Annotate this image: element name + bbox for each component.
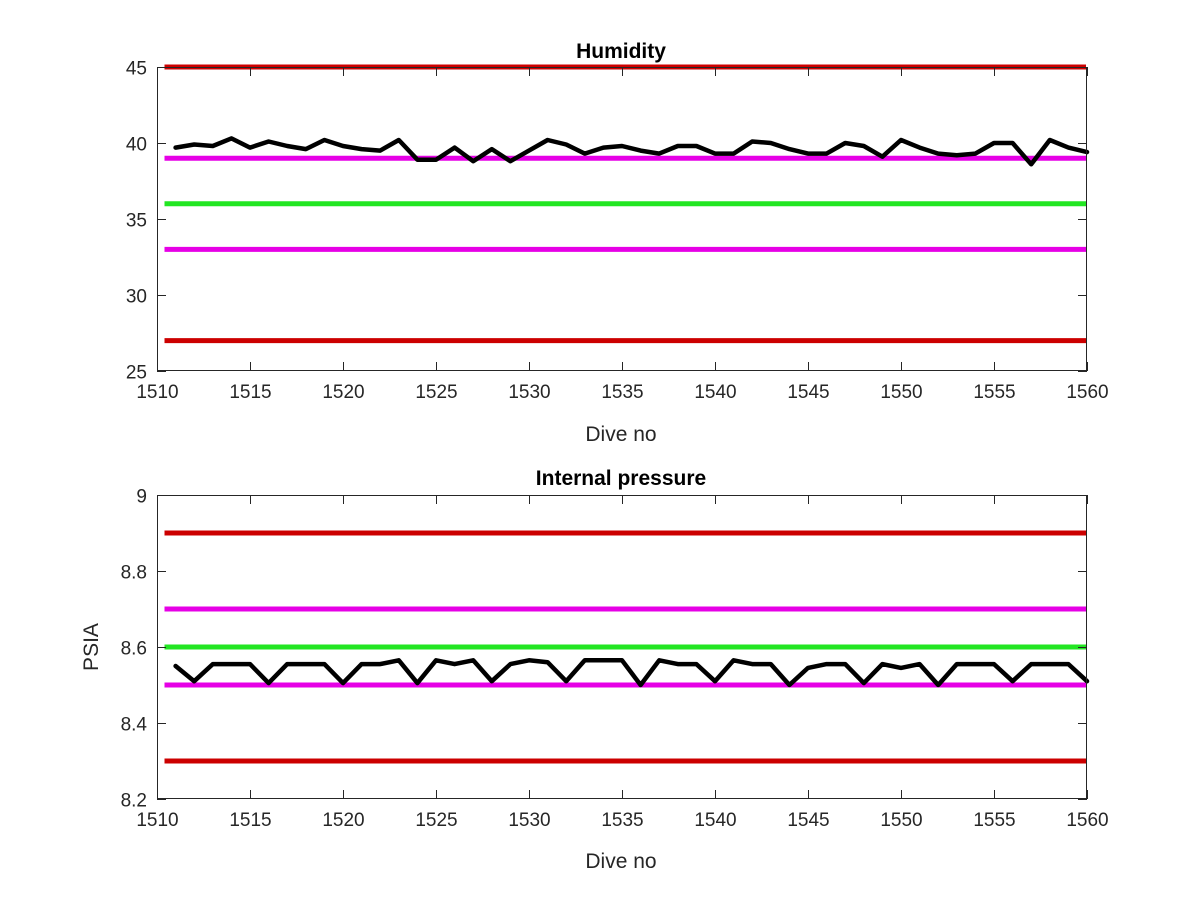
series-line-humidity-0 [173, 136, 1090, 167]
x-tick-label-internal-pressure-7: 1545 [787, 810, 829, 831]
reference-lines [164, 64, 1086, 344]
x-tick-label-humidity-4: 1530 [508, 382, 550, 403]
y-tick-label-internal-pressure-3: 8.8 [121, 563, 147, 584]
x-tick-label-humidity-3: 1525 [415, 382, 457, 403]
x-tick-label-internal-pressure-4: 1530 [508, 810, 550, 831]
axis-ticks: 1510 1515 1520 1525 1530 1535 1540 1545 1550 1555… [126, 59, 1109, 404]
x-tick-label-internal-pressure-3: 1525 [415, 810, 457, 831]
x-tick-label-internal-pressure-0: 1510 [136, 810, 178, 831]
x-tick-label-humidity-8: 1550 [880, 382, 922, 403]
x-tick-label-internal-pressure-5: 1535 [601, 810, 643, 831]
plot-area-frame-humidity [157, 67, 1087, 371]
x-axis-label-humidity: Dive no [585, 423, 656, 446]
x-tick-label-humidity-1: 1515 [229, 382, 271, 403]
x-tick-label-internal-pressure-2: 1520 [322, 810, 364, 831]
humidity-chart: Humidity Dive no 1510 1515 1520 1525 1530 153… [126, 40, 1109, 446]
data-series [173, 136, 1090, 167]
x-axis-label-internal-pressure: Dive no [585, 850, 656, 873]
y-tick-label-humidity-0: 25 [126, 363, 147, 384]
x-tick-label-humidity-0: 1510 [136, 382, 178, 403]
y-tick-label-humidity-1: 30 [126, 287, 147, 308]
y-tick-label-humidity-3: 40 [126, 135, 147, 156]
axis-ticks: 1510 1515 1520 1525 1530 1535 1540 1545 1550 1555… [121, 487, 1109, 832]
series-line-internal-pressure-0 [173, 658, 1090, 688]
y-tick-label-internal-pressure-0: 8.2 [121, 791, 147, 812]
x-tick-label-internal-pressure-6: 1540 [694, 810, 736, 831]
x-tick-label-humidity-5: 1535 [601, 382, 643, 403]
x-tick-label-internal-pressure-8: 1550 [880, 810, 922, 831]
x-tick-label-internal-pressure-9: 1555 [973, 810, 1015, 831]
x-tick-label-humidity-2: 1520 [322, 382, 364, 403]
x-tick-label-internal-pressure-10: 1560 [1066, 810, 1108, 831]
data-series [173, 658, 1090, 688]
y-tick-label-humidity-4: 45 [126, 59, 147, 80]
internal-pressure-chart: Internal pressure Dive no PSIA 1510 1515 1… [80, 467, 1109, 873]
x-tick-label-internal-pressure-1: 1515 [229, 810, 271, 831]
y-tick-label-internal-pressure-4: 9 [136, 487, 147, 508]
plot-area-frame-internal-pressure [157, 495, 1087, 799]
y-tick-label-internal-pressure-2: 8.6 [121, 639, 147, 660]
x-tick-label-humidity-7: 1545 [787, 382, 829, 403]
y-axis-label-internal-pressure: PSIA [80, 623, 103, 671]
chart-title-humidity: Humidity [576, 40, 666, 63]
x-tick-label-humidity-6: 1540 [694, 382, 736, 403]
reference-lines [164, 530, 1086, 764]
y-tick-label-internal-pressure-1: 8.4 [121, 715, 148, 736]
x-tick-label-humidity-9: 1555 [973, 382, 1015, 403]
y-tick-label-humidity-2: 35 [126, 211, 147, 232]
chart-title-internal-pressure: Internal pressure [536, 467, 706, 490]
x-tick-label-humidity-10: 1560 [1066, 382, 1108, 403]
